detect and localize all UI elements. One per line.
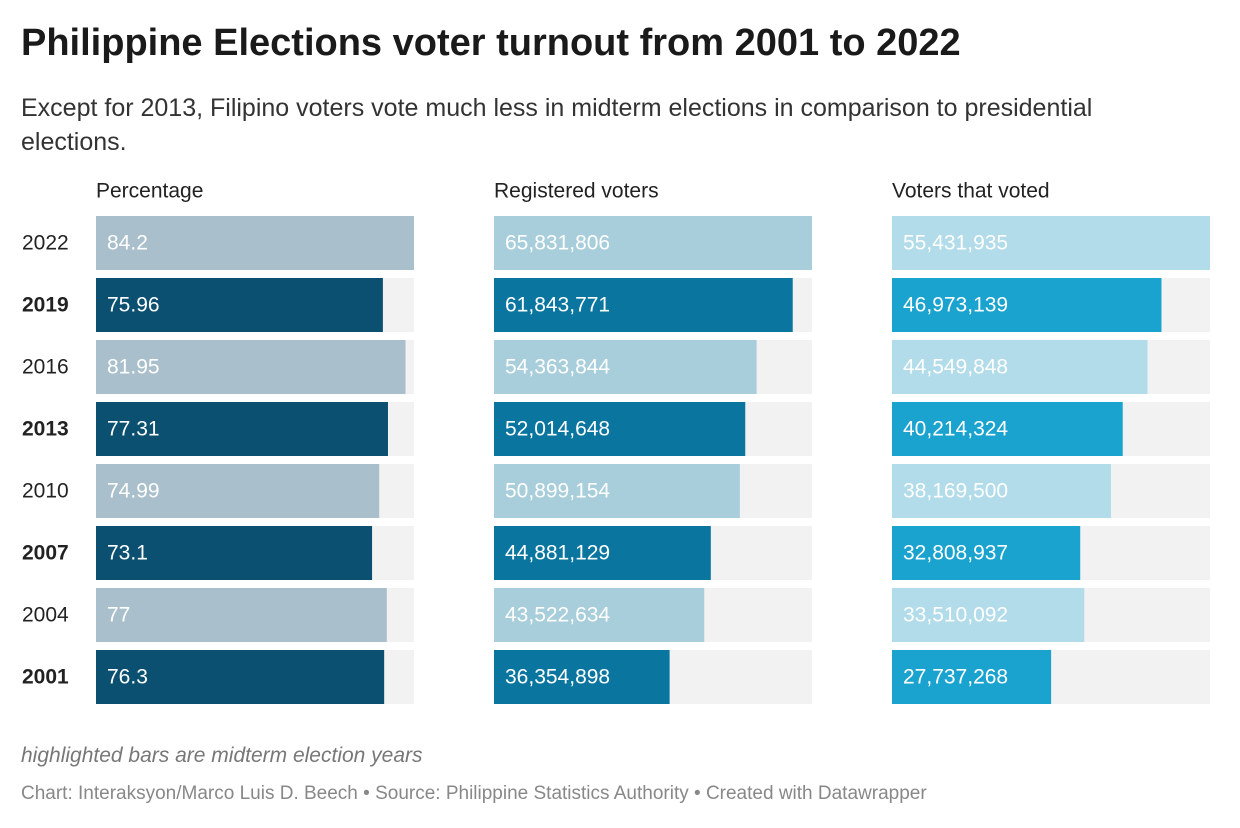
- bar: [494, 464, 740, 518]
- value-label: 46,973,139: [903, 294, 1008, 317]
- bar: [96, 402, 388, 456]
- value-label: 84.2: [107, 232, 148, 255]
- bar: [494, 650, 670, 704]
- y-category-label: 2004: [22, 604, 69, 627]
- value-label: 77: [107, 604, 130, 627]
- y-category-label: 2019: [22, 294, 69, 317]
- value-label: 61,843,771: [505, 294, 610, 317]
- value-label: 44,881,129: [505, 542, 610, 565]
- value-label: 77.31: [107, 418, 160, 441]
- bar: [494, 402, 746, 456]
- bar: [494, 216, 812, 270]
- bar: [892, 278, 1162, 332]
- bar: [96, 340, 406, 394]
- bar: [96, 464, 380, 518]
- bar: [892, 402, 1123, 456]
- y-category-label: 2010: [22, 480, 69, 503]
- chart-subtitle: Except for 2013, Filipino voters vote mu…: [21, 94, 1093, 156]
- y-category-label: 2022: [22, 232, 69, 255]
- bar: [96, 650, 385, 704]
- value-label: 55,431,935: [903, 232, 1008, 255]
- bar: [892, 216, 1210, 270]
- bar: [892, 340, 1148, 394]
- value-label: 65,831,806: [505, 232, 610, 255]
- bar: [892, 650, 1052, 704]
- value-label: 33,510,092: [903, 604, 1008, 627]
- bar: [892, 526, 1081, 580]
- value-label: 36,354,898: [505, 666, 610, 689]
- bar: [892, 588, 1085, 642]
- bar: [96, 278, 383, 332]
- value-label: 73.1: [107, 542, 148, 565]
- value-label: 43,522,634: [505, 604, 610, 627]
- panel-title: Percentage: [96, 180, 203, 203]
- bar: [96, 216, 414, 270]
- value-label: 54,363,844: [505, 356, 610, 379]
- y-category-label: 2016: [22, 356, 69, 379]
- y-category-label: 2001: [22, 666, 69, 689]
- chart-title: Philippine Elections voter turnout from …: [21, 22, 961, 64]
- value-label: 76.3: [107, 666, 148, 689]
- bar: [494, 278, 793, 332]
- chart: 2022 2019 2016 2013 2010 2007 2004 2001 Percenta…: [22, 180, 1210, 704]
- panel-title: Registered voters: [494, 180, 659, 203]
- panel-title: Voters that voted: [892, 180, 1050, 203]
- bar: [96, 526, 373, 580]
- bar: [494, 526, 711, 580]
- value-label: 50,899,154: [505, 480, 610, 503]
- bar: [494, 340, 757, 394]
- value-label: 44,549,848: [903, 356, 1008, 379]
- value-label: 74.99: [107, 480, 160, 503]
- bar: [892, 464, 1111, 518]
- note: highlighted bars are midterm election ye…: [21, 744, 423, 767]
- value-label: 40,214,324: [903, 418, 1008, 441]
- y-category-label: 2007: [22, 542, 69, 565]
- value-label: 27,737,268: [903, 666, 1008, 689]
- value-label: 75.96: [107, 294, 160, 317]
- y-category-label: 2013: [22, 418, 69, 441]
- value-label: 38,169,500: [903, 480, 1008, 503]
- bar: [96, 588, 387, 642]
- bar: [494, 588, 705, 642]
- value-label: 52,014,648: [505, 418, 610, 441]
- value-label: 81.95: [107, 356, 160, 379]
- value-label: 32,808,937: [903, 542, 1008, 565]
- source: Chart: Interaksyon/Marco Luis D. Beech •…: [21, 783, 927, 804]
